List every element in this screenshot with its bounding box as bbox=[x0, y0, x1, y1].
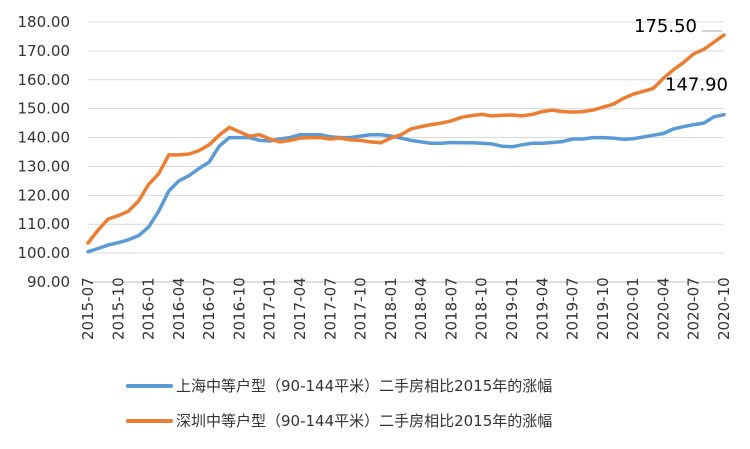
x-tick-label: 2016-07 bbox=[200, 277, 218, 340]
legend-label: 深圳中等户型（90-144平米）二手房相比2015年的涨幅 bbox=[176, 412, 552, 430]
end-labels: 147.90 175.50 bbox=[634, 16, 728, 96]
x-tick-label: 2015-07 bbox=[79, 277, 97, 340]
y-tick-label: 140.00 bbox=[18, 129, 71, 147]
x-tick-label: 2016-01 bbox=[140, 277, 158, 340]
legend-label: 上海中等户型（90-144平米）二手房相比2015年的涨幅 bbox=[176, 377, 552, 395]
x-tick-label: 2017-01 bbox=[261, 277, 279, 340]
legend-item-1: 上海中等户型（90-144平米）二手房相比2015年的涨幅 bbox=[126, 377, 552, 395]
x-tick-label: 2020-01 bbox=[624, 277, 642, 340]
x-tick-label: 2017-07 bbox=[321, 277, 339, 340]
x-tick-label: 2018-07 bbox=[442, 277, 460, 340]
x-tick-label: 2018-10 bbox=[473, 277, 491, 340]
y-tick-label: 120.00 bbox=[18, 186, 71, 204]
x-tick-label: 2020-04 bbox=[654, 277, 672, 340]
y-axis-ticks: 90.00 100.00 110.00 120.00 130.00 140.00 150.0… bbox=[18, 13, 71, 291]
series-lines bbox=[86, 33, 726, 254]
x-tick-label: 2019-07 bbox=[564, 277, 582, 340]
x-tick-label: 2018-01 bbox=[382, 277, 400, 340]
y-tick-label: 160.00 bbox=[18, 71, 71, 89]
end-label-text: 175.50 bbox=[634, 16, 697, 37]
y-tick-label: 130.00 bbox=[18, 157, 71, 175]
end-label-1: 147.90 bbox=[665, 75, 728, 96]
y-tick-label: 110.00 bbox=[18, 215, 71, 233]
x-tick-label: 2015-10 bbox=[109, 277, 127, 340]
x-tick-label: 2019-10 bbox=[594, 277, 612, 340]
x-tick-label: 2018-04 bbox=[412, 277, 430, 340]
end-label-2: 175.50 bbox=[634, 16, 722, 37]
legend: 上海中等户型（90-144平米）二手房相比2015年的涨幅深圳中等户型（90-1… bbox=[126, 377, 552, 430]
x-tick-label: 2016-10 bbox=[230, 277, 248, 340]
x-tick-label: 2016-04 bbox=[170, 277, 188, 340]
y-tick-label: 90.00 bbox=[27, 273, 70, 291]
x-tick-label: 2019-01 bbox=[503, 277, 521, 340]
y-tick-label: 170.00 bbox=[18, 42, 71, 60]
x-tick-label: 2020-10 bbox=[715, 277, 733, 340]
x-tick-label: 2017-10 bbox=[352, 277, 370, 340]
series-line-2 bbox=[86, 33, 726, 245]
x-tick-label: 2020-07 bbox=[685, 277, 703, 340]
y-tick-label: 100.00 bbox=[18, 244, 71, 262]
end-label-text: 147.90 bbox=[665, 75, 728, 96]
y-tick-label: 150.00 bbox=[18, 100, 71, 118]
series-line-1 bbox=[86, 112, 726, 254]
y-tick-label: 180.00 bbox=[18, 13, 71, 31]
grid-lines bbox=[88, 21, 724, 283]
x-tick-label: 2019-04 bbox=[533, 277, 551, 340]
x-tick-label: 2017-04 bbox=[291, 277, 309, 340]
x-axis-ticks: 2015-07 2015-10 2016-01 2016-04 2016-07 2016-… bbox=[79, 277, 733, 340]
legend-item-2: 深圳中等户型（90-144平米）二手房相比2015年的涨幅 bbox=[126, 412, 552, 430]
